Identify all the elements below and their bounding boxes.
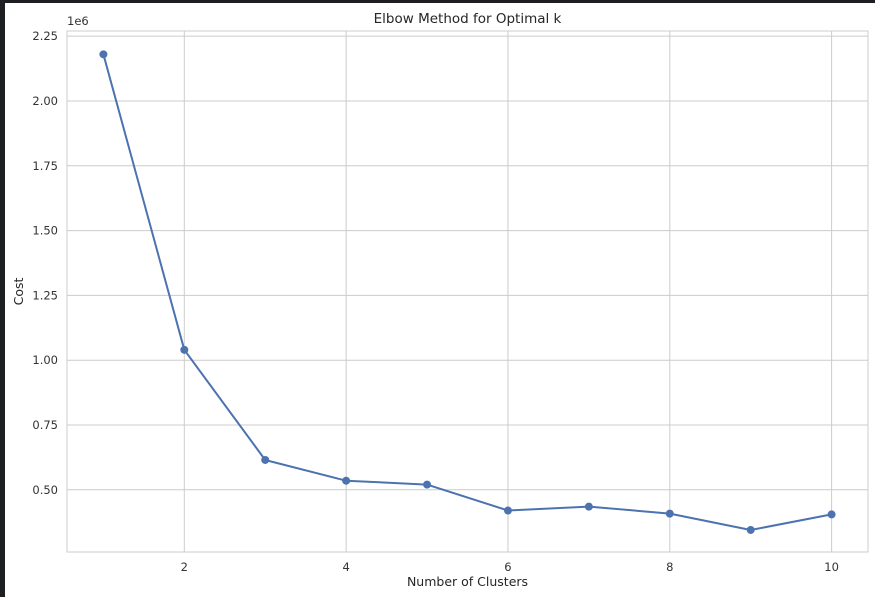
data-point bbox=[746, 525, 755, 534]
y-axis-label: Cost bbox=[11, 278, 26, 306]
y-offset-text: 1e6 bbox=[67, 14, 89, 28]
data-point bbox=[99, 50, 108, 59]
y-tick-label: 1.00 bbox=[32, 353, 58, 367]
x-tick-label: 8 bbox=[666, 560, 673, 574]
chart-figure: 2 4 6 8 10 0.50 0.75 1.00 1.25 1.50 1.75 2.00 2.25 … bbox=[5, 3, 875, 597]
y-tick-label: 1.50 bbox=[32, 224, 58, 238]
x-tick-label: 2 bbox=[181, 560, 188, 574]
x-tick-label: 6 bbox=[504, 560, 511, 574]
x-axis-label: Number of Clusters bbox=[407, 574, 528, 589]
plot-frame bbox=[66, 30, 869, 553]
data-point bbox=[827, 510, 836, 519]
data-point bbox=[665, 509, 674, 518]
x-tick-labels: 2 4 6 8 10 bbox=[181, 560, 839, 574]
elbow-chart: 2 4 6 8 10 0.500.751.001.251.501.752.002.25 … bbox=[11, 11, 869, 589]
y-tick-labels: 0.50 0.75 1.00 1.25 1.50 1.75 2.00 2.25 bbox=[32, 29, 58, 497]
chart-title: Elbow Method for Optimal k bbox=[374, 11, 562, 27]
y-tick-label: 2.00 bbox=[32, 94, 58, 108]
data-point bbox=[261, 455, 270, 464]
y-tick-label: 1.75 bbox=[32, 159, 58, 173]
series-line bbox=[102, 54, 832, 531]
data-point bbox=[503, 506, 512, 515]
grid-lines bbox=[67, 31, 868, 552]
y-tick-label: 0.50 bbox=[32, 483, 58, 497]
data-point bbox=[342, 476, 351, 485]
data-point bbox=[584, 502, 593, 511]
data-point bbox=[423, 480, 432, 489]
x-tick-label: 10 bbox=[824, 560, 839, 574]
x-tick-label: 4 bbox=[342, 560, 349, 574]
y-tick-label: 2.25 bbox=[32, 29, 58, 43]
data-points bbox=[99, 50, 836, 534]
y-tick-label: 1.25 bbox=[32, 288, 58, 302]
y-tick-label: 0.75 bbox=[32, 418, 58, 432]
data-point bbox=[180, 345, 189, 354]
